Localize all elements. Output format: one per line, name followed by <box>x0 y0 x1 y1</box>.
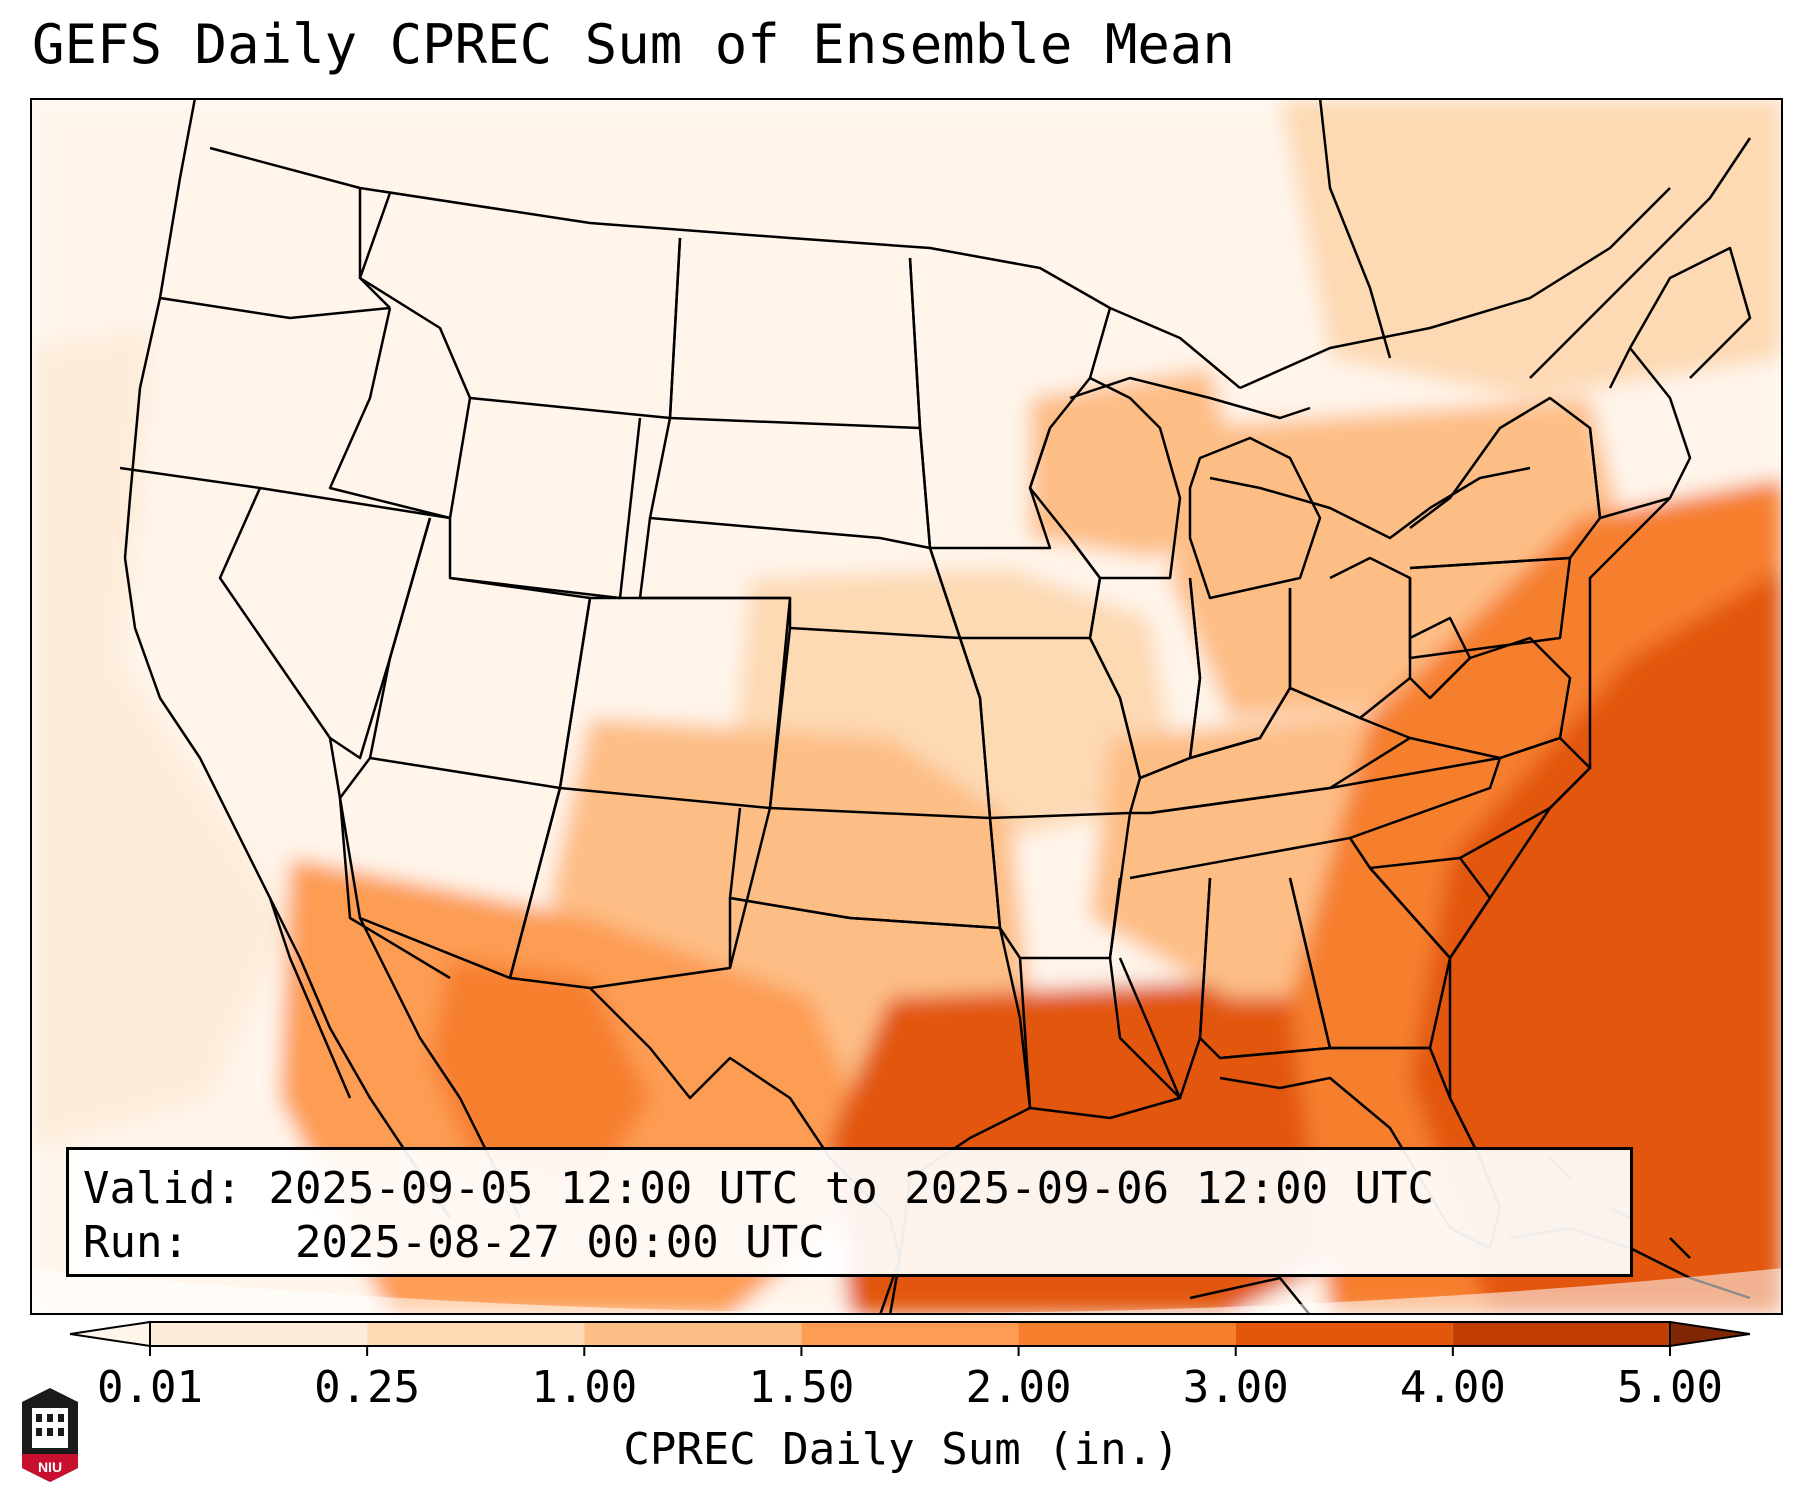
projection-edge <box>30 1268 1783 1315</box>
west-coastline <box>123 98 452 1219</box>
canada-border-east <box>1239 187 1671 390</box>
chart-title: GEFS Daily CPREC Sum of Ensemble Mean <box>32 13 1235 76</box>
colorbar-frame <box>149 1321 1671 1347</box>
precip-field <box>30 98 1783 1315</box>
logo-text: NIU <box>38 1459 62 1475</box>
great-lakes-shore <box>1209 466 1531 540</box>
colorbar-tick-label: 1.00 <box>531 1362 638 1413</box>
run-label: Run: <box>83 1217 189 1268</box>
colorbar-tick-label: 3.00 <box>1182 1362 1289 1413</box>
colorbar-over-arrow <box>1669 1320 1750 1348</box>
map-frame <box>30 98 1783 1315</box>
idaho <box>328 307 451 520</box>
colorbar-segment <box>367 1322 585 1346</box>
canada-border <box>209 146 1241 389</box>
st-lawrence <box>1529 137 1752 379</box>
colorbar-tick-label: 4.00 <box>1399 1362 1506 1413</box>
baja <box>268 897 352 1099</box>
colorbar-tick-label: 0.01 <box>97 1362 203 1413</box>
minnesota <box>908 257 1112 550</box>
niu-logo: NIU <box>22 1388 78 1482</box>
precip-great-lakes <box>1030 368 1250 558</box>
yucatan <box>1189 1276 1311 1315</box>
west-virginia <box>1409 616 1472 700</box>
colorbar-label: CPREC Daily Sum (in.) <box>623 1424 1180 1475</box>
wa-or <box>159 296 391 320</box>
colorbar-segment <box>1452 1322 1670 1346</box>
colorbar-under-arrow <box>70 1320 151 1348</box>
precip-west-coast <box>30 328 290 1148</box>
precip-atlantic-core <box>1410 568 1783 1315</box>
utah <box>368 517 592 790</box>
hudson-bay-coast <box>1318 98 1392 359</box>
colorbar-segment <box>150 1322 368 1346</box>
valid-run-box: Valid: 2025-09-05 12:00 UTC to 2025-09-0… <box>66 1147 1633 1277</box>
wisconsin <box>1028 376 1182 580</box>
colorbar-segment <box>1235 1322 1453 1346</box>
valid-value: 2025-09-05 12:00 UTC to 2025-09-06 12:00… <box>268 1163 1435 1214</box>
colorbar-tick-label: 0.25 <box>314 1362 421 1413</box>
louisiana <box>1018 957 1182 1120</box>
colorbar-segment <box>801 1322 1019 1346</box>
precip-mexico-core <box>430 958 650 1198</box>
precipitation-map <box>30 98 1783 1315</box>
colorbar <box>70 1320 1750 1356</box>
kentucky <box>1139 686 1412 815</box>
colorbar-segment <box>1018 1322 1236 1346</box>
colorbar-segment <box>584 1322 802 1346</box>
michigan-up <box>1069 376 1311 420</box>
ca-az <box>328 737 451 980</box>
new-york <box>1409 396 1602 570</box>
run-value: 2025-08-27 00:00 UTC <box>294 1217 825 1268</box>
michigan <box>1188 436 1322 600</box>
maine <box>1628 246 1752 379</box>
colorbar-tick-label: 1.50 <box>748 1362 855 1413</box>
colorbar-tick-label: 5.00 <box>1617 1362 1723 1413</box>
colorbar-tick-label: 2.00 <box>965 1362 1072 1413</box>
valid-label: Valid: <box>83 1163 242 1214</box>
east-coastline <box>1448 497 1671 1159</box>
precip-canada-east <box>1280 98 1783 398</box>
